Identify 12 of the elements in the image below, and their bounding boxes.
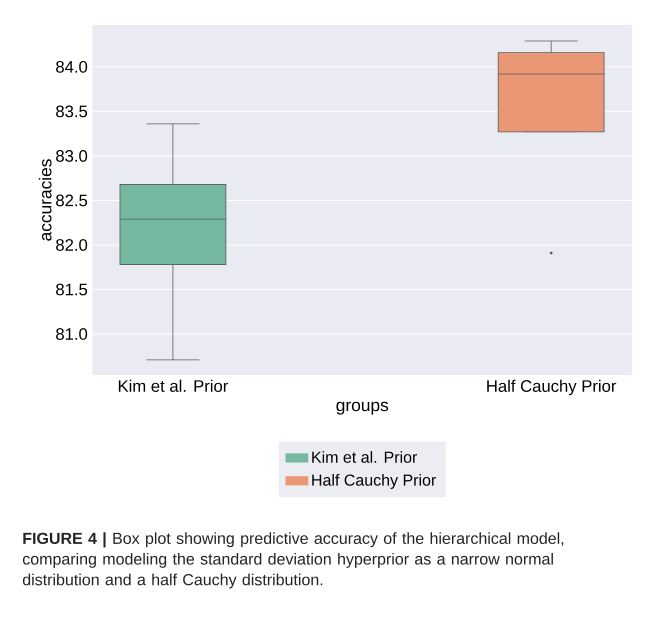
legend-label: Kim et al. Prior: [312, 451, 418, 463]
x-axis-title: groups: [336, 402, 388, 415]
legend-label: Half Cauchy Prior: [312, 474, 436, 489]
text: FIGURE 4 | Box plot showing predictive accuracy of the hierarchical model, comparing modeling the standard deviation hyperprior as a narrow normal distribution and a half Cauchy distribution.: [22, 532, 564, 589]
y-axis-title: accuracies: [38, 159, 52, 241]
y-tick-label: 83.5: [56, 105, 88, 118]
y-tick-label: 84.0: [56, 60, 88, 73]
y-tick-label: 81.0: [56, 328, 88, 340]
y-tick-label: 82.5: [56, 194, 88, 206]
y-tick-label: 81.5: [56, 284, 88, 296]
y-tick-label: 82.0: [56, 239, 88, 251]
y-tick-label: 83.0: [56, 150, 88, 162]
